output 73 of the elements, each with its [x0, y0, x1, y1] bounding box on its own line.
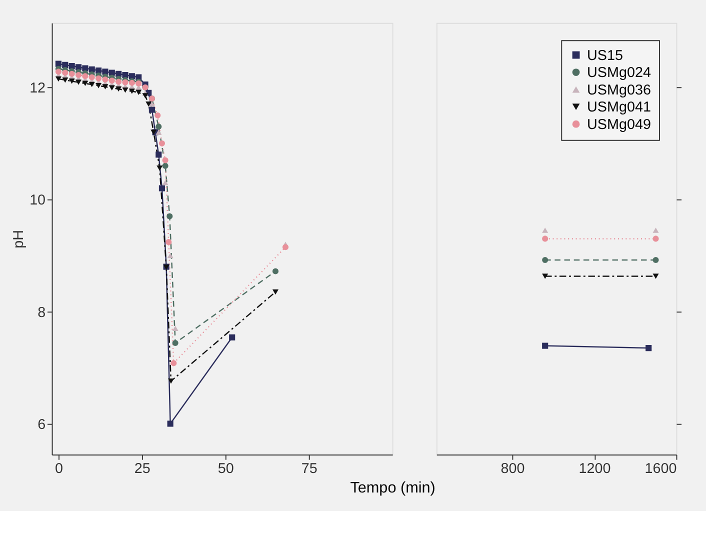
point — [82, 80, 88, 86]
point — [68, 63, 75, 70]
point — [167, 252, 174, 258]
point — [168, 378, 174, 384]
point — [146, 102, 152, 107]
point — [116, 86, 122, 92]
x-tick-label: 50 — [218, 461, 234, 478]
x-axis-title: Tempo (min) — [350, 479, 436, 496]
point — [172, 340, 178, 346]
y-tick-label: 6 — [38, 416, 46, 433]
point — [62, 77, 68, 83]
x-tick-label: 800 — [500, 461, 525, 478]
y-tick-label: 12 — [30, 80, 46, 97]
point — [108, 85, 115, 91]
point — [96, 75, 102, 82]
point — [102, 84, 108, 90]
point — [229, 334, 236, 340]
legend-label: USMg041 — [587, 100, 651, 116]
point — [156, 130, 162, 135]
point — [272, 289, 279, 295]
point — [272, 268, 279, 274]
point — [116, 78, 122, 85]
point — [156, 124, 162, 130]
point — [75, 80, 82, 85]
point — [82, 73, 88, 80]
legend-label: USMg036 — [587, 82, 651, 98]
point — [154, 112, 161, 118]
point — [75, 72, 82, 78]
point — [55, 68, 62, 75]
point — [96, 68, 102, 74]
x-tick-label: 25 — [134, 461, 150, 478]
point — [102, 68, 108, 75]
y-axis-title: pH — [10, 230, 27, 248]
point — [158, 140, 166, 146]
point — [122, 88, 128, 93]
point — [68, 78, 75, 84]
point — [282, 244, 289, 250]
point — [170, 360, 177, 366]
point — [108, 70, 115, 76]
point — [68, 70, 75, 77]
point — [162, 157, 168, 164]
point — [122, 72, 128, 78]
point — [62, 70, 68, 76]
x-tick-label: 0 — [54, 461, 63, 478]
point — [142, 93, 148, 98]
point — [102, 76, 108, 83]
point — [156, 165, 163, 171]
legend-label: USMg024 — [587, 65, 651, 82]
point — [162, 180, 168, 186]
legend-label: US15 — [587, 48, 624, 64]
point — [167, 420, 174, 427]
point — [166, 213, 173, 220]
point — [158, 185, 166, 192]
x-tick-label: 1600 — [644, 461, 677, 478]
x-tick-label: 75 — [301, 461, 318, 478]
point — [108, 78, 115, 84]
point — [172, 326, 178, 332]
point — [96, 83, 102, 88]
point — [162, 162, 168, 169]
point — [156, 152, 162, 158]
legend-label: USMg049 — [587, 116, 651, 133]
y-tick-label: 8 — [38, 304, 46, 321]
point — [148, 102, 155, 107]
point — [128, 88, 135, 94]
y-tick-label: 10 — [30, 192, 46, 209]
point — [55, 76, 62, 82]
x-tick-label: 1200 — [578, 461, 611, 478]
point — [128, 73, 135, 80]
point — [88, 82, 95, 88]
point — [88, 74, 95, 80]
point — [148, 106, 155, 113]
point — [136, 90, 142, 96]
point — [166, 239, 172, 246]
